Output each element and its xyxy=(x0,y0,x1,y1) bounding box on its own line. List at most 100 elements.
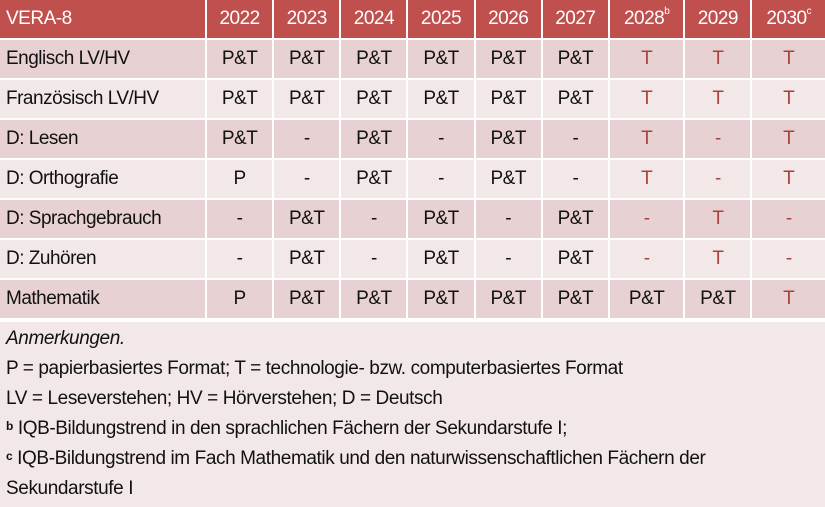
year-label: 2022 xyxy=(219,8,260,29)
header-year-2029: 2029 xyxy=(685,0,751,38)
footnote-b-mark: b xyxy=(6,419,13,433)
footnote-c: c IQB-Bildungstrend im Fach Mathematik u… xyxy=(6,444,796,504)
year-label: 2029 xyxy=(697,8,739,29)
format-cell: - xyxy=(609,240,684,278)
year-label: 2025 xyxy=(420,8,462,29)
year-label: 2023 xyxy=(286,8,328,29)
header-year-2026: 2026 xyxy=(475,0,541,38)
format-cell: - xyxy=(609,200,684,238)
subject-cell: D: Lesen xyxy=(0,120,205,158)
format-cell: P&T xyxy=(475,40,541,78)
format-cell: P&T xyxy=(609,280,684,318)
format-cell: P&T xyxy=(408,240,474,278)
notes-line-1: P = papierbasiertes Format; T = technolo… xyxy=(6,358,623,379)
header-row: VERA-8 2022 2023 2024 2025 2026 2027 2028b 2029… xyxy=(0,0,825,38)
format-cell: P&T xyxy=(475,160,541,198)
subject-cell: Mathematik xyxy=(0,280,205,318)
format-cell: P&T xyxy=(542,200,608,238)
format-cell: P&T xyxy=(274,280,340,318)
notes: Anmerkungen. P = papierbasiertes Format;… xyxy=(0,322,825,507)
format-cell: P&T xyxy=(274,80,340,118)
format-cell: P&T xyxy=(207,80,273,118)
format-cell: - xyxy=(207,200,273,238)
format-cell: P&T xyxy=(542,40,608,78)
format-cell: P&T xyxy=(408,80,474,118)
format-cell: P xyxy=(207,160,273,198)
format-cell: P&T xyxy=(207,40,273,78)
table-row: D: Orthografie P - P&T - P&T - T - T xyxy=(0,160,825,198)
format-cell: T xyxy=(609,120,684,158)
format-cell: T xyxy=(685,40,751,78)
format-cell: T xyxy=(685,240,751,278)
format-cell: P&T xyxy=(341,160,407,198)
year-label: 2024 xyxy=(353,8,395,29)
format-cell: P&T xyxy=(341,280,407,318)
footnote-c-text: IQB-Bildungstrend im Fach Mathematik und… xyxy=(6,448,706,499)
table-row: D: Lesen P&T - P&T - P&T - T - T xyxy=(0,120,825,158)
format-cell: - xyxy=(341,200,407,238)
format-cell: - xyxy=(752,240,825,278)
format-cell: P&T xyxy=(685,280,751,318)
footnote-c-mark: c xyxy=(6,449,13,463)
format-cell: T xyxy=(685,80,751,118)
header-year-2023: 2023 xyxy=(274,0,340,38)
format-cell: - xyxy=(274,160,340,198)
format-cell: P&T xyxy=(341,120,407,158)
format-cell: T xyxy=(752,280,825,318)
table-row: D: Sprachgebrauch - P&T - P&T - P&T - T - xyxy=(0,200,825,238)
format-cell: P&T xyxy=(207,120,273,158)
format-cell: P&T xyxy=(542,80,608,118)
format-cell: P&T xyxy=(542,240,608,278)
format-cell: - xyxy=(341,240,407,278)
format-cell: T xyxy=(609,80,684,118)
year-label: 2027 xyxy=(555,8,596,29)
format-cell: T xyxy=(609,40,684,78)
format-cell: - xyxy=(542,160,608,198)
format-cell: - xyxy=(475,200,541,238)
header-label: VERA-8 xyxy=(0,0,205,38)
subject-cell: Französisch LV/HV xyxy=(0,80,205,118)
notes-heading: Anmerkungen. xyxy=(6,328,125,349)
format-cell: P&T xyxy=(475,120,541,158)
header-year-2028: 2028b xyxy=(609,0,684,38)
format-cell: - xyxy=(542,120,608,158)
format-cell: - xyxy=(274,120,340,158)
format-cell: P&T xyxy=(274,200,340,238)
format-cell: P xyxy=(207,280,273,318)
header-year-2024: 2024 xyxy=(341,0,407,38)
format-cell: - xyxy=(685,160,751,198)
subject-cell: D: Zuhören xyxy=(0,240,205,278)
format-cell: T xyxy=(609,160,684,198)
format-cell: P&T xyxy=(341,80,407,118)
format-cell: - xyxy=(207,240,273,278)
table-row: Mathematik P P&T P&T P&T P&T P&T P&T P&T T xyxy=(0,280,825,318)
header-year-2030: 2030c xyxy=(752,0,825,38)
year-label: 2026 xyxy=(488,8,529,29)
subject-cell: Englisch LV/HV xyxy=(0,40,205,78)
table-row: Französisch LV/HV P&T P&T P&T P&T P&T P&T T T T xyxy=(0,80,825,118)
notes-line-2: LV = Leseverstehen; HV = Hörverstehen; D… xyxy=(6,388,443,409)
year-label: 2028 xyxy=(623,8,665,29)
format-cell: P&T xyxy=(274,240,340,278)
format-cell: P&T xyxy=(408,200,474,238)
format-cell: T xyxy=(685,200,751,238)
footnote-marker: b xyxy=(664,6,670,17)
subject-cell: D: Orthografie xyxy=(0,160,205,198)
format-cell: P&T xyxy=(475,280,541,318)
footnote-b: b IQB-Bildungstrend in den sprachlichen … xyxy=(6,414,819,444)
subject-cell: D: Sprachgebrauch xyxy=(0,200,205,238)
format-cell: T xyxy=(752,80,825,118)
year-label: 2030 xyxy=(766,8,807,29)
format-cell: - xyxy=(752,200,825,238)
format-cell: P&T xyxy=(542,280,608,318)
footnote-marker: c xyxy=(806,6,812,17)
format-cell: P&T xyxy=(408,40,474,78)
schedule-table: VERA-8 2022 2023 2024 2025 2026 2027 2028b 2029… xyxy=(0,0,825,318)
format-cell: - xyxy=(408,120,474,158)
format-cell: - xyxy=(685,120,751,158)
format-cell: T xyxy=(752,40,825,78)
format-cell: T xyxy=(752,120,825,158)
format-cell: P&T xyxy=(408,280,474,318)
table-row: Englisch LV/HV P&T P&T P&T P&T P&T P&T T T T xyxy=(0,40,825,78)
